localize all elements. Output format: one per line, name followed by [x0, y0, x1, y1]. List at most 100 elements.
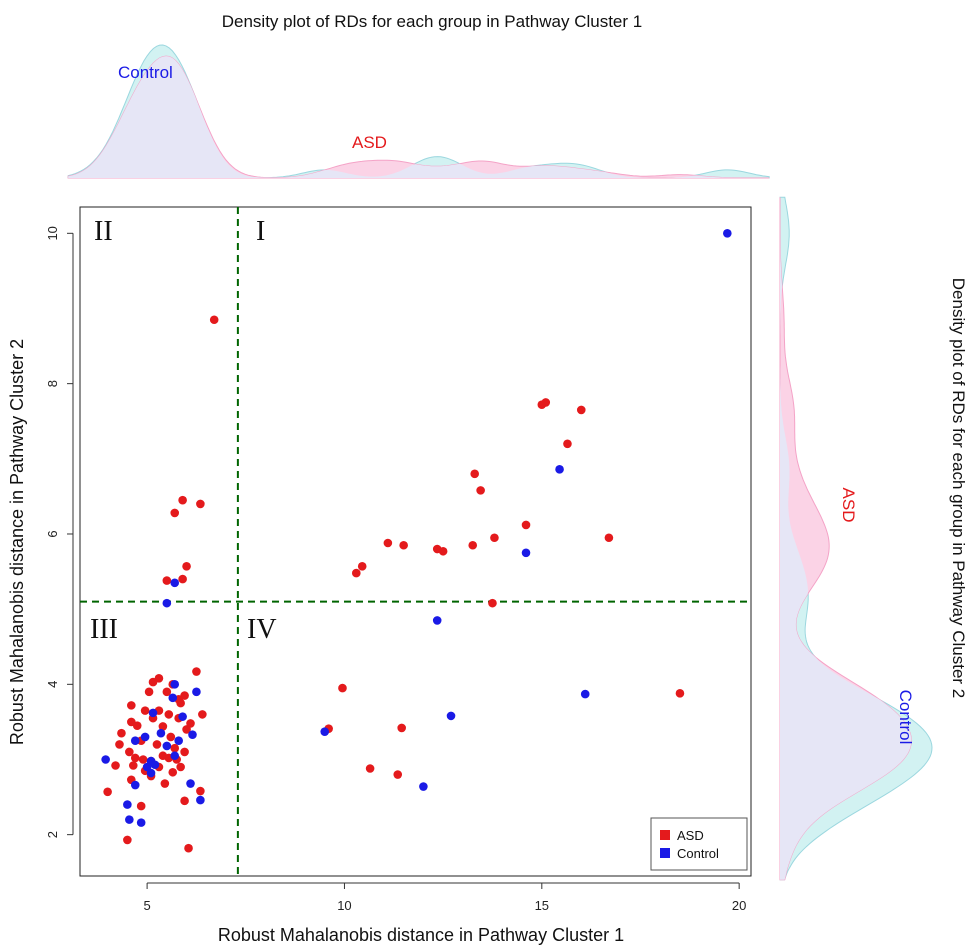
quadrant-label-ii: II	[94, 216, 113, 247]
control-point	[432, 616, 442, 625]
asd-point	[158, 722, 168, 731]
asd-point	[357, 562, 367, 571]
y-tick-label: 6	[45, 530, 60, 537]
y-tick-label: 2	[45, 831, 60, 838]
asd-point	[128, 761, 138, 770]
asd-point	[576, 405, 586, 415]
asd-point	[198, 710, 207, 719]
x-tick-label: 15	[535, 898, 549, 913]
y-tick-label: 4	[45, 681, 60, 688]
control-point	[555, 465, 564, 474]
control-point	[168, 693, 178, 703]
right-density-control-label: Control	[896, 690, 915, 745]
asd-point	[604, 533, 614, 543]
asd-point	[365, 764, 375, 773]
asd-point	[138, 755, 148, 764]
asd-point	[338, 683, 347, 693]
x-tick-label: 10	[337, 898, 351, 913]
control-point	[196, 795, 205, 805]
control-point	[123, 800, 132, 809]
control-point	[130, 736, 140, 745]
asd-point	[563, 439, 572, 449]
y-axis-label: Robust Mahalanobis distance in Pathway C…	[7, 339, 27, 745]
legend-swatch-asd	[660, 830, 670, 840]
asd-point	[117, 728, 126, 738]
top-density-title: Density plot of RDs for each group in Pa…	[222, 12, 642, 31]
asd-point	[168, 767, 178, 777]
right-density-panel: ASD Control Density plot of RDs for each…	[779, 196, 967, 881]
right-density-asd-label: ASD	[839, 488, 858, 523]
asd-point	[170, 743, 180, 753]
control-point	[156, 728, 166, 738]
asd-point	[178, 574, 187, 584]
control-point	[446, 711, 456, 721]
asd-point	[196, 499, 205, 509]
asd-point	[103, 787, 112, 797]
asd-point	[162, 576, 172, 585]
asd-point	[351, 568, 361, 578]
control-point	[170, 578, 180, 588]
control-point	[130, 780, 140, 790]
y-tick-label: 8	[45, 380, 60, 387]
asd-point	[176, 698, 185, 708]
x-axis-label: Robust Mahalanobis distance in Pathway C…	[218, 925, 624, 945]
asd-point	[162, 687, 172, 697]
asd-point	[488, 598, 497, 608]
asd-point	[468, 540, 478, 550]
quadrant-label-iii: III	[90, 614, 118, 645]
asd-point	[125, 747, 134, 757]
control-point	[419, 782, 428, 791]
asd-point	[115, 740, 124, 749]
asd-point	[111, 761, 120, 770]
scatter-points	[101, 229, 732, 853]
asd-point	[537, 400, 547, 409]
asd-point	[136, 801, 146, 811]
quadrant-label-i: I	[256, 216, 265, 247]
control-point	[192, 687, 201, 697]
legend-label-asd: ASD	[677, 828, 704, 843]
asd-point	[196, 786, 205, 796]
asd-point	[123, 835, 132, 845]
control-point	[188, 730, 197, 739]
control-point	[521, 548, 531, 558]
asd-point	[383, 538, 393, 548]
asd-point	[490, 533, 499, 543]
control-point	[162, 741, 172, 751]
control-point	[150, 760, 160, 770]
asd-point	[470, 469, 480, 479]
control-point	[186, 779, 195, 788]
top-density-asd-label: ASD	[352, 133, 387, 152]
y-axis: 2 4 6 8 10	[45, 226, 74, 838]
control-point	[580, 689, 590, 699]
asd-point	[148, 677, 158, 687]
asd-point	[180, 747, 189, 757]
asd-point	[192, 667, 201, 676]
asd-point	[184, 843, 193, 853]
legend-box	[650, 817, 748, 871]
control-point	[178, 712, 187, 721]
asd-point	[675, 689, 685, 698]
asd-point	[144, 687, 154, 697]
asd-point	[180, 796, 189, 806]
control-point	[148, 708, 158, 718]
legend: ASD Control	[650, 817, 748, 871]
control-point	[320, 727, 330, 736]
asd-point	[397, 723, 406, 733]
asd-point	[521, 520, 531, 530]
control-point	[146, 768, 156, 778]
control-point	[174, 736, 183, 745]
asd-point	[166, 732, 176, 742]
y-tick-label: 10	[45, 226, 60, 240]
top-density-panel: Density plot of RDs for each group in Pa…	[67, 12, 770, 179]
x-axis: 5 10 15 20	[143, 882, 746, 913]
control-point	[170, 751, 180, 761]
asd-point	[182, 725, 191, 734]
asd-point	[152, 740, 162, 749]
asd-point	[140, 706, 150, 715]
asd-point	[399, 540, 408, 550]
asd-point	[438, 546, 448, 556]
quadrant-label-iv: IV	[247, 614, 277, 645]
control-point	[101, 755, 110, 764]
legend-label-control: Control	[677, 846, 719, 861]
top-density-control-label: Control	[118, 63, 173, 82]
